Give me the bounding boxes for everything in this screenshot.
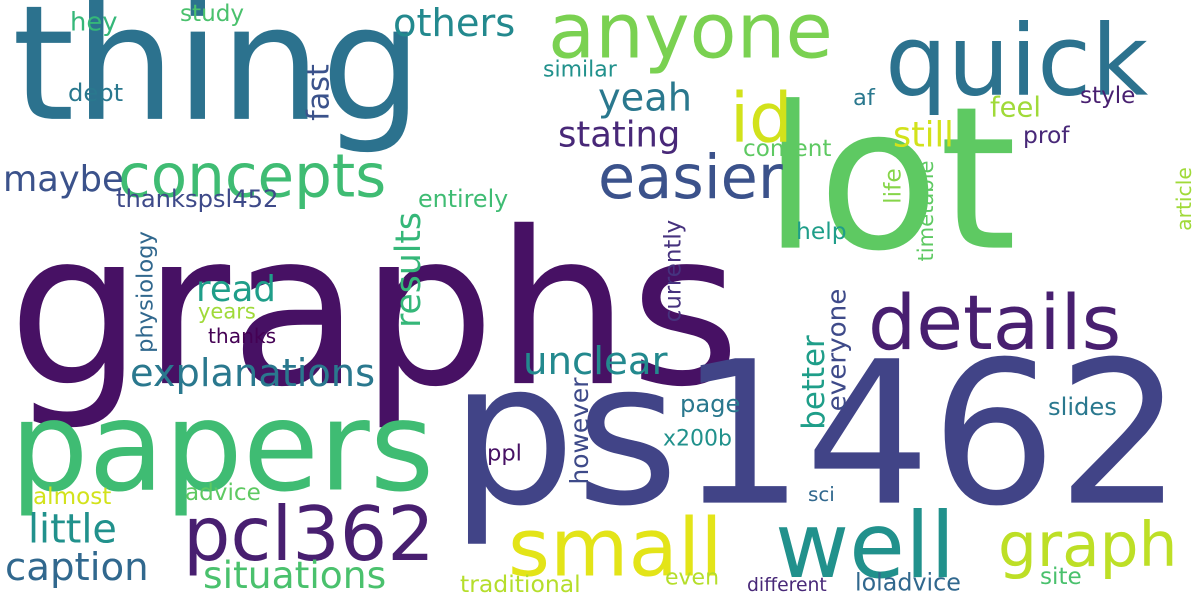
word-loladvice: loladvice [855,569,961,597]
word-page: page [680,390,740,418]
word-af: af [853,85,876,111]
word-papers: papers [10,375,434,519]
word-read: read [196,269,276,310]
word-little: little [28,506,117,552]
word-graph: graph [998,510,1177,581]
word-still: still [893,116,954,156]
word-study: study [180,1,244,27]
word-similar: similar [543,57,618,82]
word-hey: hey [70,8,118,38]
word-style: style [1080,83,1135,109]
word-unclear: unclear [523,339,668,384]
word-thankspsl452: thankspsl452 [116,185,278,213]
word-id: id [730,78,793,158]
word-thing: thing [12,0,422,157]
word-dept: dept [68,79,123,107]
word-stating: stating [558,115,680,156]
word-prof: prof [1023,121,1070,149]
word-different: different [747,575,827,596]
word-fast: fast [302,64,337,121]
word-life: life [879,168,907,204]
word-physiology: physiology [133,231,159,353]
word-traditional: traditional [460,570,581,598]
word-well: well [775,494,955,599]
word-quick: quick [885,4,1148,118]
word-ppl: ppl [487,441,522,467]
word-concepts: concepts [118,142,386,211]
word-site: site [1040,564,1082,590]
word-lot: lot [763,64,1017,295]
word-slides: slides [1048,393,1117,421]
word-maybe: maybe [3,159,124,200]
word-everyone: everyone [823,289,853,412]
word-caption: caption [5,545,149,590]
word-currently: currently [661,220,687,322]
word-entirely: entirely [418,185,508,213]
word-x200b: x200b [663,426,732,451]
word-results: results [389,212,429,328]
word-sci: sci [808,483,835,506]
word-others: others [393,1,515,46]
word-easier: easier [598,143,783,213]
word-explanations: explanations [130,351,375,396]
word-even: even [665,565,719,590]
word-pcl362: pcl362 [183,491,435,578]
word-help: help [796,217,847,245]
word-yeah: yeah [598,76,692,121]
word-almost: almost [33,484,111,510]
word-graphs: graphs [8,187,740,434]
word-advice: advice [185,480,261,506]
word-years: years [198,299,256,323]
word-details: details [868,278,1121,367]
word-small: small [508,502,723,596]
word-content: content [743,136,831,162]
word-however: however [565,377,594,485]
word-situations: situations [203,553,386,597]
word-ps1462: ps1462 [450,319,1183,550]
word-thanks: thanks [208,324,276,348]
word-article: article [1172,167,1196,231]
word-anyone: anyone [548,0,833,76]
word-better: better [796,335,832,430]
word-feel: feel [990,93,1041,124]
word-timetable: timetable [913,160,938,261]
